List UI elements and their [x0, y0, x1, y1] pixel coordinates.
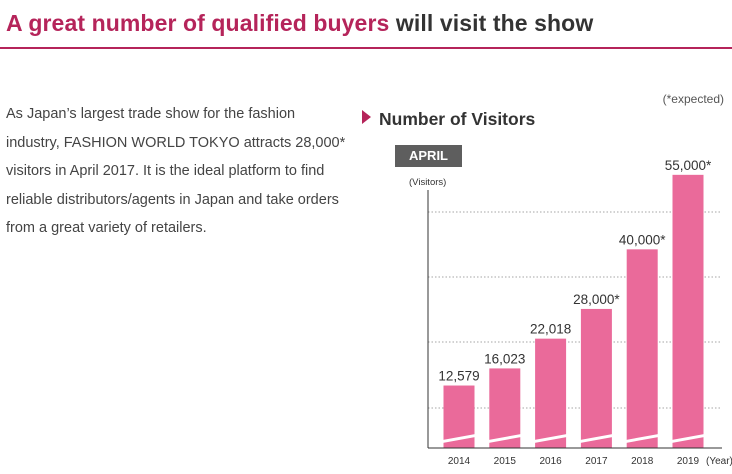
axis-break-mark-2019	[671, 434, 705, 443]
chart-title-text: Number of Visitors	[379, 109, 536, 129]
chart-title: Number of Visitors	[362, 109, 535, 130]
x-tick-label-2015: 2015	[494, 456, 517, 467]
x-axis-unit-label: (Year)	[706, 456, 732, 467]
data-label-2017: 28,000*	[573, 292, 620, 307]
data-label-2018: 40,000*	[619, 232, 666, 247]
intro-paragraph: As Japan’s largest trade show for the fa…	[6, 106, 346, 236]
expected-note: (*expected)	[662, 92, 724, 106]
bar-2019	[672, 174, 704, 449]
x-tick-label-2019: 2019	[677, 456, 700, 467]
data-label-2014: 12,579	[438, 369, 479, 384]
x-tick-label-2017: 2017	[585, 456, 608, 467]
x-tick-label-2016: 2016	[539, 456, 562, 467]
x-tick-label-2014: 2014	[448, 456, 471, 467]
data-label-2015: 16,023	[484, 351, 525, 366]
axis-break-mark-2014	[442, 434, 476, 443]
y-axis-unit-label: (Visitors)	[409, 177, 447, 188]
axis-break-mark-2015	[488, 434, 522, 443]
bar-2018	[626, 249, 658, 448]
axis-break-mark-2018	[625, 434, 659, 443]
triangle-bullet-icon	[362, 110, 371, 124]
headline-divider	[0, 47, 732, 49]
axis-break-mark-2017	[579, 434, 613, 443]
data-label-2016: 22,018	[530, 322, 571, 337]
page-headline: A great number of qualified buyers will …	[6, 10, 593, 37]
x-tick-label-2018: 2018	[631, 456, 654, 467]
headline-rest: will visit the show	[395, 10, 594, 36]
bar-2015	[489, 368, 521, 448]
bar-2017	[580, 308, 612, 448]
period-badge: APRIL	[395, 145, 462, 167]
data-label-2019: 55,000*	[665, 158, 712, 173]
bar-2016	[535, 338, 567, 448]
headline-accent: A great number of qualified buyers	[6, 10, 390, 36]
axis-break-mark-2016	[534, 434, 568, 443]
